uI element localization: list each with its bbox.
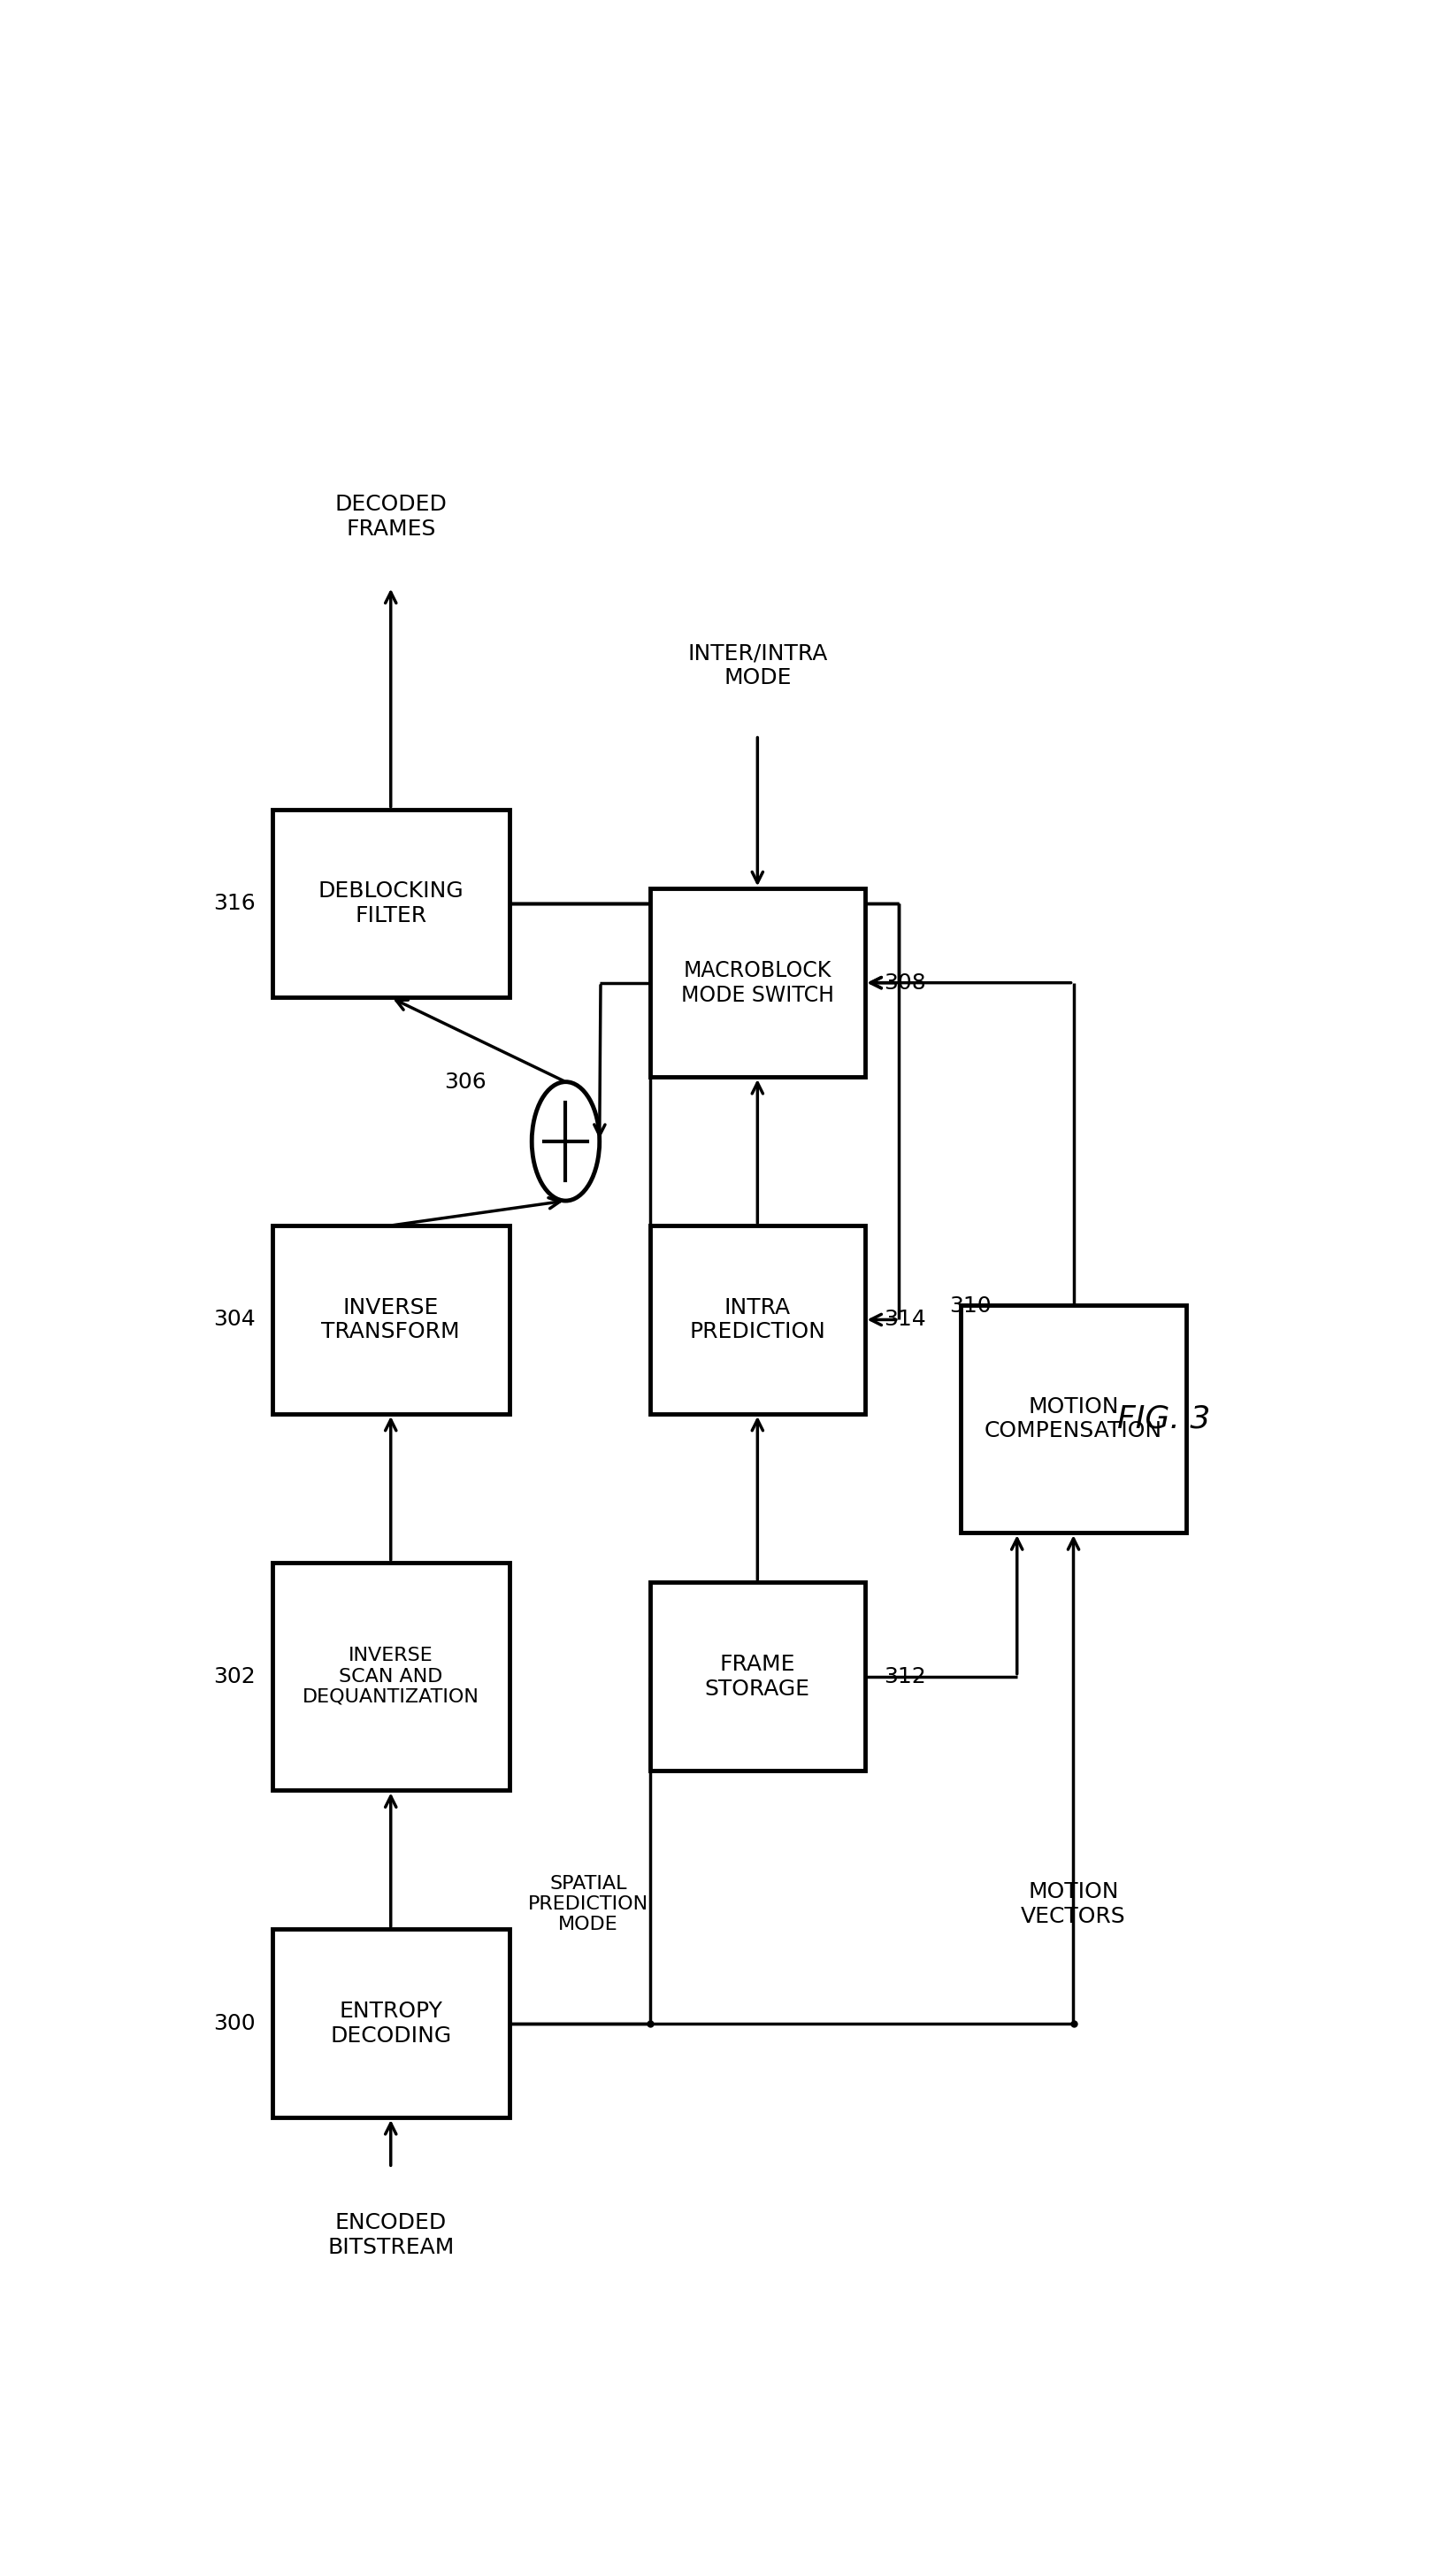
Text: 308: 308 xyxy=(884,973,926,994)
Text: INVERSE
TRANSFORM: INVERSE TRANSFORM xyxy=(322,1297,460,1344)
Text: ENCODED
BITSTREAM: ENCODED BITSTREAM xyxy=(328,2214,454,2257)
Text: MACROBLOCK
MODE SWITCH: MACROBLOCK MODE SWITCH xyxy=(681,960,834,1006)
FancyBboxPatch shape xyxy=(272,1562,510,1792)
Text: FRAME
STORAGE: FRAME STORAGE xyxy=(705,1653,810,1699)
Text: DECODED
FRAMES: DECODED FRAMES xyxy=(335,494,447,541)
Text: 302: 302 xyxy=(213,1665,255,1686)
FancyBboxPatch shape xyxy=(651,1583,865,1771)
Text: FIG. 3: FIG. 3 xyxy=(1117,1403,1210,1434)
Text: MOTION
COMPENSATION: MOTION COMPENSATION xyxy=(984,1395,1162,1441)
FancyBboxPatch shape xyxy=(272,808,510,999)
Text: 306: 306 xyxy=(444,1071,486,1091)
Text: INTER/INTRA
MODE: INTER/INTRA MODE xyxy=(687,644,827,690)
Text: 312: 312 xyxy=(884,1665,926,1686)
FancyBboxPatch shape xyxy=(961,1305,1187,1532)
Text: SPATIAL
PREDICTION
MODE: SPATIAL PREDICTION MODE xyxy=(529,1874,648,1933)
Text: 314: 314 xyxy=(884,1310,926,1331)
Text: 310: 310 xyxy=(949,1295,992,1315)
Text: 316: 316 xyxy=(213,893,255,914)
FancyBboxPatch shape xyxy=(272,1928,510,2118)
FancyBboxPatch shape xyxy=(272,1225,510,1413)
FancyBboxPatch shape xyxy=(651,888,865,1076)
Text: 304: 304 xyxy=(213,1310,255,1331)
FancyBboxPatch shape xyxy=(651,1225,865,1413)
Text: INVERSE
SCAN AND
DEQUANTIZATION: INVERSE SCAN AND DEQUANTIZATION xyxy=(303,1647,479,1707)
Text: DEBLOCKING
FILTER: DEBLOCKING FILTER xyxy=(317,880,463,927)
Text: INTRA
PREDICTION: INTRA PREDICTION xyxy=(690,1297,826,1344)
Text: MOTION
VECTORS: MOTION VECTORS xyxy=(1021,1882,1125,1928)
Text: ENTROPY
DECODING: ENTROPY DECODING xyxy=(331,2000,451,2046)
Text: 300: 300 xyxy=(213,2013,255,2033)
